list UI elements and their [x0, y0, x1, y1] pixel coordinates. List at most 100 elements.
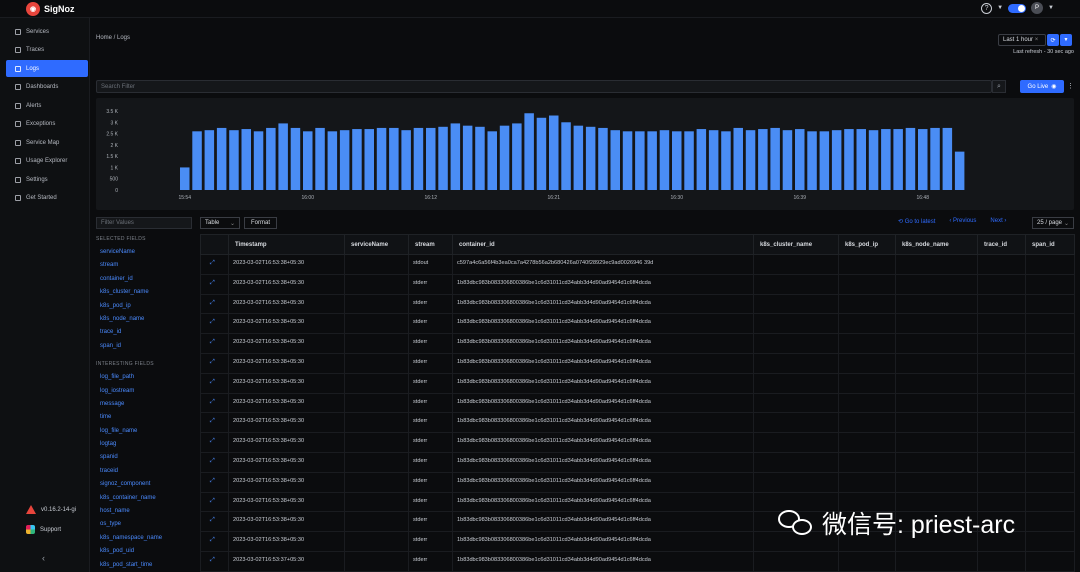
table-row[interactable]: ⤢ 2023-03-02T16:53:38+05:30 stderr 1b83dbc9…: [200, 273, 1075, 295]
field-item[interactable]: logtag: [100, 441, 117, 448]
field-item[interactable]: k8s_cluster_name: [100, 289, 149, 296]
histogram-bar[interactable]: [303, 131, 313, 190]
histogram-bar[interactable]: [954, 151, 965, 190]
expand-icon[interactable]: ⤢: [210, 556, 215, 563]
expand-icon[interactable]: ⤢: [210, 438, 215, 445]
expand-cell[interactable]: ⤢: [200, 372, 229, 394]
expand-icon[interactable]: ⤢: [210, 378, 215, 385]
expand-cell[interactable]: ⤢: [200, 412, 229, 434]
histogram-bar[interactable]: [339, 130, 350, 190]
field-item[interactable]: os_type: [100, 521, 122, 528]
field-item[interactable]: message: [100, 400, 125, 407]
histogram-bar[interactable]: [844, 129, 854, 190]
column-header[interactable]: trace_id: [977, 234, 1026, 255]
histogram-bar[interactable]: [536, 117, 547, 190]
column-header[interactable]: span_id: [1025, 234, 1075, 255]
field-item[interactable]: spanid: [100, 454, 118, 461]
column-header[interactable]: k8s_cluster_name: [753, 234, 839, 255]
table-row[interactable]: ⤢ 2023-03-02T16:53:38+05:30 stderr 1b83dbc9…: [200, 293, 1075, 315]
field-item[interactable]: k8s_pod_start_time: [100, 561, 153, 568]
sidebar-item-get-started[interactable]: Get Started: [6, 190, 88, 207]
column-header[interactable]: stream: [408, 234, 453, 255]
table-row[interactable]: ⤢ 2023-03-02T16:53:38+05:30 stderr 1b83dbc9…: [200, 352, 1075, 374]
histogram-bar[interactable]: [487, 131, 498, 190]
table-row[interactable]: ⤢ 2023-03-02T16:53:38+05:30 stderr 1b83dbc9…: [200, 491, 1075, 513]
sidebar-item-traces[interactable]: Traces: [6, 42, 88, 59]
histogram-bar[interactable]: [868, 130, 879, 190]
column-header[interactable]: container_id: [452, 234, 754, 255]
histogram-bar[interactable]: [708, 130, 719, 190]
expand-icon[interactable]: ⤢: [210, 537, 215, 544]
expand-cell[interactable]: ⤢: [200, 313, 229, 335]
go-live-button[interactable]: Go Live ◉: [1020, 80, 1064, 93]
field-item[interactable]: log_file_name: [100, 427, 138, 434]
histogram-bar[interactable]: [819, 131, 830, 190]
histogram-bar[interactable]: [389, 127, 399, 190]
sidebar-item-services[interactable]: Services: [6, 23, 88, 40]
version-info[interactable]: v0.16.2-14-gi: [26, 505, 76, 514]
expand-cell[interactable]: ⤢: [200, 352, 229, 374]
histogram-bar[interactable]: [758, 129, 768, 190]
column-header[interactable]: [200, 234, 229, 255]
histogram-bar[interactable]: [450, 123, 461, 190]
histogram-bar[interactable]: [807, 131, 817, 190]
column-header[interactable]: k8s_node_name: [895, 234, 978, 255]
sidebar-item-alerts[interactable]: Alerts: [6, 97, 88, 114]
view-mode-select[interactable]: Table ⌄: [200, 217, 240, 229]
histogram-bar[interactable]: [401, 130, 411, 190]
page-size-select[interactable]: 25 / page ⌄: [1032, 217, 1074, 229]
support-link[interactable]: Support: [26, 525, 61, 534]
theme-toggle[interactable]: [1008, 3, 1027, 13]
search-filter-input[interactable]: Search Filter: [96, 80, 992, 93]
field-item[interactable]: span_id: [100, 342, 122, 349]
expand-cell[interactable]: ⤢: [200, 333, 229, 354]
field-item[interactable]: time: [100, 414, 112, 421]
histogram-bar[interactable]: [622, 131, 633, 190]
histogram-bar[interactable]: [376, 127, 387, 190]
histogram-bar[interactable]: [413, 127, 424, 190]
table-row[interactable]: ⤢ 2023-03-02T16:53:37+05:30 stderr 1b83dbc9…: [200, 550, 1075, 572]
column-header[interactable]: serviceName: [344, 234, 409, 255]
histogram-bar[interactable]: [512, 123, 522, 190]
histogram-bar[interactable]: [573, 125, 584, 190]
table-row[interactable]: ⤢ 2023-03-02T16:53:38+05:30 stderr 1b83dbc9…: [200, 432, 1075, 453]
histogram-bar[interactable]: [647, 131, 657, 190]
histogram-bar[interactable]: [216, 127, 227, 190]
column-header[interactable]: k8s_pod_ip: [838, 234, 896, 255]
previous-button[interactable]: ‹ Previous: [949, 218, 977, 224]
table-row[interactable]: ⤢ 2023-03-02T16:53:38+05:30 stderr 1b83dbc9…: [200, 412, 1075, 434]
histogram-bar[interactable]: [364, 129, 375, 190]
chevron-down-icon[interactable]: ▼: [997, 5, 1004, 11]
histogram-bar[interactable]: [893, 129, 903, 190]
field-item[interactable]: log_file_path: [100, 374, 135, 381]
table-row[interactable]: ⤢ 2023-03-02T16:53:38+05:30 stderr 1b83dbc9…: [200, 372, 1075, 394]
expand-icon[interactable]: ⤢: [210, 457, 215, 464]
histogram-bar[interactable]: [475, 126, 485, 190]
expand-cell[interactable]: ⤢: [200, 511, 229, 533]
field-item[interactable]: host_name: [100, 508, 130, 515]
table-row[interactable]: ⤢ 2023-03-02T16:53:38+05:30 stderr 1b83dbc9…: [200, 471, 1075, 493]
expand-icon[interactable]: ⤢: [210, 418, 215, 425]
histogram-bar[interactable]: [585, 126, 596, 190]
expand-cell[interactable]: ⤢: [200, 451, 229, 473]
histogram-bar[interactable]: [856, 129, 867, 190]
histogram-bar[interactable]: [684, 131, 694, 190]
help-icon[interactable]: ?: [981, 2, 993, 14]
field-item[interactable]: stream: [100, 262, 119, 269]
histogram-bar[interactable]: [745, 130, 756, 190]
field-item[interactable]: k8s_pod_uid: [100, 548, 135, 555]
field-item[interactable]: k8s_pod_ip: [100, 302, 131, 309]
field-item[interactable]: container_id: [100, 275, 133, 282]
histogram-bar[interactable]: [881, 129, 891, 190]
histogram-bar[interactable]: [266, 127, 276, 190]
histogram-bar[interactable]: [659, 130, 670, 190]
histogram-bar[interactable]: [598, 127, 608, 190]
sidebar-item-exceptions[interactable]: Exceptions: [6, 116, 88, 133]
histogram-bar[interactable]: [561, 122, 571, 190]
expand-icon[interactable]: ⤢: [210, 398, 215, 405]
sidebar-item-usage-explorer[interactable]: Usage Explorer: [6, 153, 88, 170]
collapse-sidebar-icon[interactable]: ‹: [42, 553, 45, 563]
filter-values-input[interactable]: Filter Values: [96, 217, 192, 229]
histogram-bar[interactable]: [499, 125, 510, 190]
format-button[interactable]: Format: [244, 217, 277, 229]
